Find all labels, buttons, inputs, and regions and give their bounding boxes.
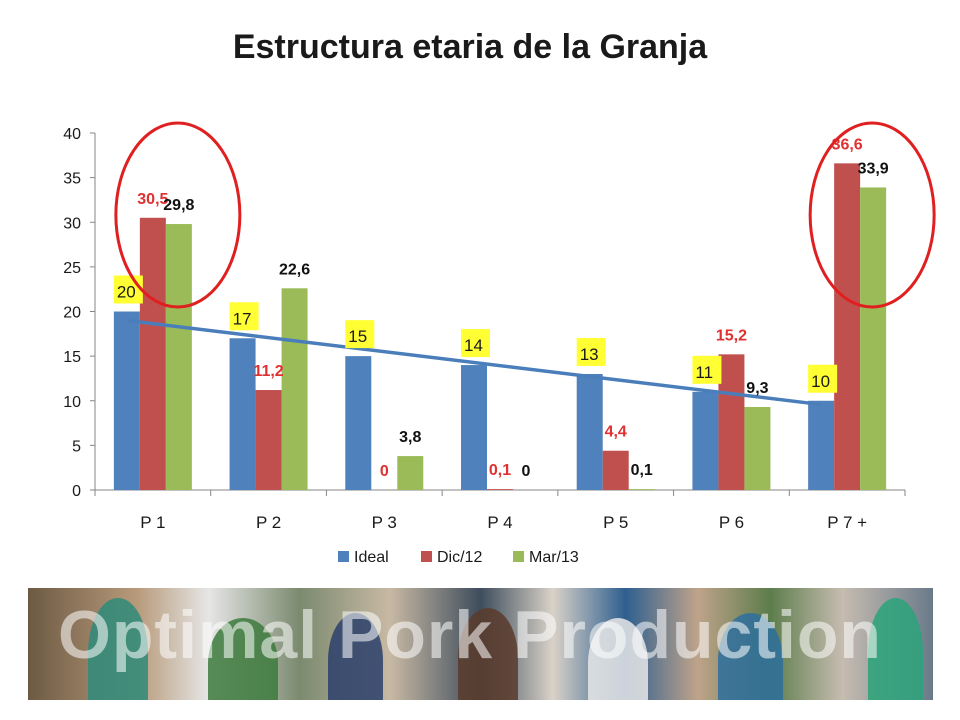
bar-mar-13	[628, 489, 655, 490]
bar-mar-13	[860, 187, 887, 490]
y-tick-label: 30	[63, 215, 81, 232]
person-figure	[88, 598, 148, 700]
highlight-ellipse	[808, 121, 936, 309]
bar-ideal	[229, 338, 256, 490]
person-figure	[718, 613, 783, 700]
y-tick-label: 10	[63, 394, 81, 411]
y-tick-label: 35	[63, 171, 81, 188]
banner-text: Optimal Pork Production	[58, 597, 882, 673]
bar-dic-12	[718, 354, 745, 490]
legend-swatch	[513, 551, 524, 562]
person-figure	[588, 618, 648, 700]
data-label-box	[808, 364, 838, 393]
data-label-mar-13: 3,8	[399, 429, 421, 446]
bar-chart: 0 5 10 15 20 25 30 35 40 P 1 P 2 P 3 P 4 P 5 P 6 P 7 + 2…	[63, 121, 936, 566]
data-label-dic-12: 0	[380, 463, 389, 480]
y-tick-label: 20	[63, 305, 81, 322]
data-label-ideal: 11	[695, 363, 713, 382]
data-label-box	[461, 329, 490, 358]
bar-mar-13	[744, 406, 771, 490]
bar-ideal	[113, 311, 140, 490]
x-tick-label: P 2	[256, 513, 281, 532]
data-label-dic-12: 0,1	[489, 462, 511, 479]
y-tick-label: 40	[63, 126, 81, 143]
x-tick-label: P 4	[487, 513, 512, 532]
data-label-mar-13: 9,3	[746, 380, 768, 397]
bar-mar-13	[397, 456, 424, 490]
y-tick-label: 0	[72, 483, 81, 500]
x-tick-label: P 3	[372, 513, 397, 532]
data-label-dic-12: 30,5	[137, 191, 168, 208]
person-figure	[458, 608, 518, 700]
team-photo-banner: Optimal Pork Production	[28, 588, 933, 700]
bar-dic-12	[255, 390, 282, 490]
bar-dic-12	[487, 489, 513, 490]
x-tick-label: P 6	[719, 513, 744, 532]
y-tick-label: 5	[72, 438, 81, 455]
data-label-mar-13: 22,6	[279, 261, 310, 278]
data-label-ideal: 15	[348, 327, 367, 346]
data-label-box	[692, 355, 722, 384]
bar-ideal	[692, 391, 719, 490]
legend-label: Ideal	[354, 549, 389, 566]
ideal-trendline	[126, 318, 822, 407]
bar-ideal	[345, 356, 372, 490]
slide-title: Estructura etaria de la Granja	[232, 28, 708, 66]
bar-mar-13	[281, 288, 308, 490]
x-tick-label: P 5	[603, 513, 628, 532]
highlight-ellipse	[114, 121, 242, 309]
bar-ideal	[461, 365, 487, 490]
data-label-ideal: 10	[811, 372, 830, 391]
legend-label: Dic/12	[437, 549, 482, 566]
person-figure	[868, 598, 923, 700]
x-tick-label: P 7 +	[827, 513, 867, 532]
bar-dic-12	[602, 450, 629, 490]
data-label-ideal: 20	[117, 283, 136, 302]
bar-dic-12	[139, 217, 166, 490]
data-label-dic-12: 36,6	[832, 136, 863, 153]
data-label-box	[576, 337, 606, 366]
data-label-ideal: 14	[464, 336, 483, 355]
x-tick-label: P 1	[140, 513, 165, 532]
data-label-ideal: 13	[580, 345, 599, 364]
data-label-box	[345, 320, 375, 349]
data-label-box	[113, 275, 143, 304]
data-label-mar-13: 33,9	[858, 160, 889, 177]
legend-swatch	[338, 551, 349, 562]
legend-label: Mar/13	[529, 549, 579, 566]
data-label-mar-13: 0	[522, 463, 531, 480]
y-tick-label: 25	[63, 260, 81, 277]
bar-ideal	[808, 400, 835, 490]
bar-ideal	[576, 373, 603, 490]
person-figure	[208, 618, 278, 700]
legend-swatch	[421, 551, 432, 562]
data-label-dic-12: 15,2	[716, 327, 747, 344]
y-tick-label: 15	[63, 349, 81, 366]
data-label-mar-13: 0,1	[631, 462, 653, 479]
data-label-dic-12: 11,2	[253, 363, 283, 380]
data-label-mar-13: 29,8	[163, 197, 194, 214]
person-figure	[328, 613, 383, 700]
data-label-box	[229, 302, 259, 331]
bar-dic-12	[834, 163, 861, 490]
bar-mar-13	[165, 224, 192, 490]
data-label-ideal: 17	[233, 309, 252, 328]
data-label-dic-12: 4,4	[605, 424, 627, 441]
